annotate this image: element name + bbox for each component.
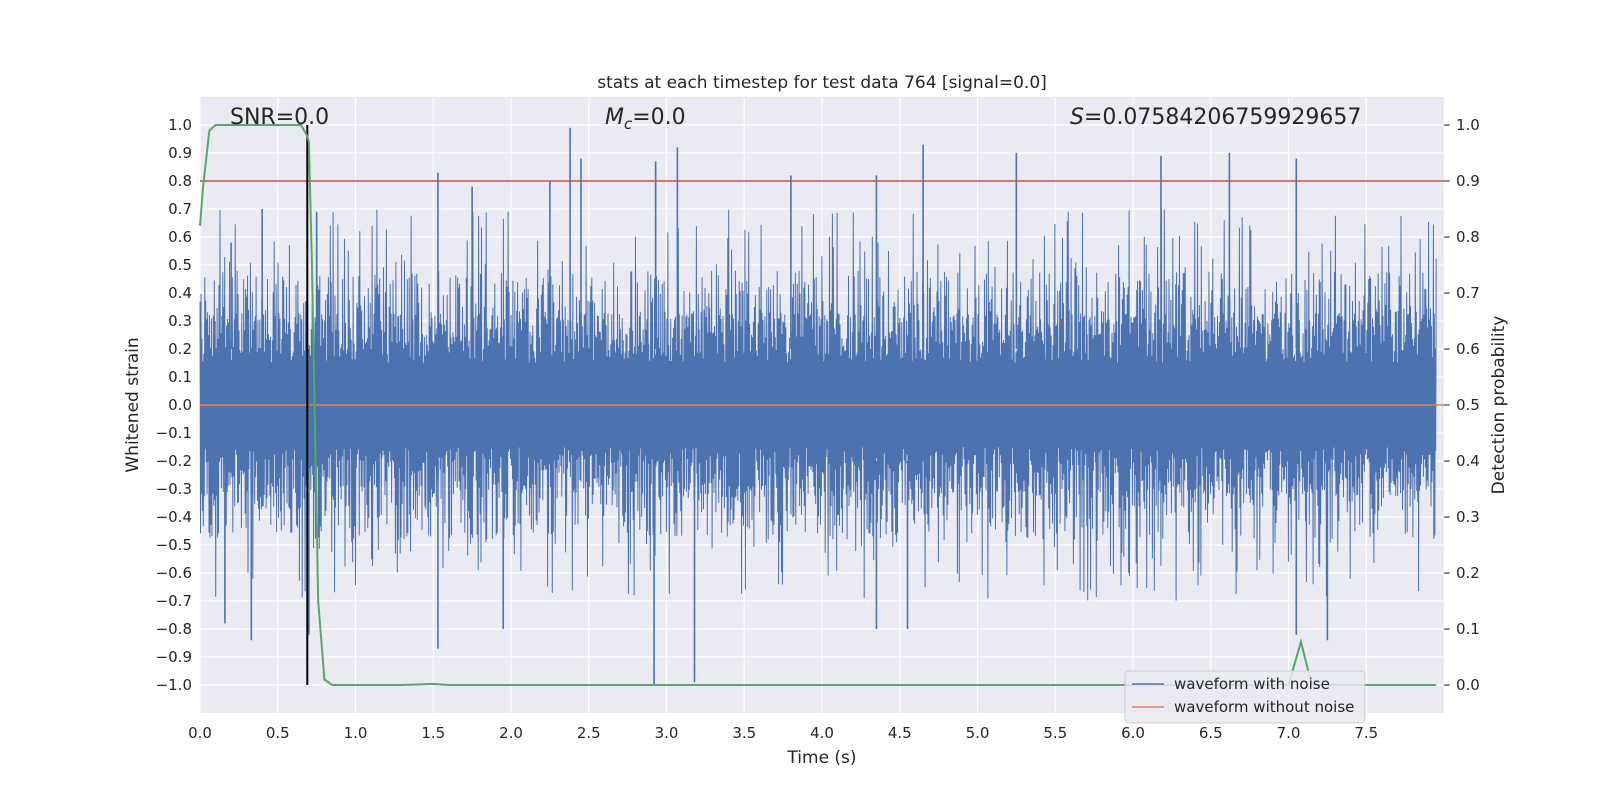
y2-tick-label: 0.1 bbox=[1456, 620, 1480, 638]
y-tick-label: 0.1 bbox=[168, 368, 192, 386]
x-tick-label: 0.5 bbox=[266, 724, 290, 742]
y2-tick-label: 0.8 bbox=[1456, 228, 1480, 246]
x-tick-label: 4.5 bbox=[888, 724, 912, 742]
legend-label-waveform-with-noise: waveform with noise bbox=[1174, 675, 1330, 693]
y2-axis-label: Detection probability bbox=[1489, 316, 1509, 495]
y2-tick-label: 1.0 bbox=[1456, 116, 1480, 134]
x-tick-label: 7.5 bbox=[1354, 724, 1378, 742]
chirp-mass-annotation: Mc=0.0 bbox=[605, 105, 686, 133]
y-tick-label: 0.8 bbox=[168, 172, 192, 190]
y2-tick-label: 0.4 bbox=[1456, 452, 1480, 470]
legend: waveform with noise waveform without noi… bbox=[1124, 670, 1366, 724]
snr-annotation: SNR=0.0 bbox=[230, 105, 329, 130]
y2-tick-label: 0.3 bbox=[1456, 508, 1480, 526]
y2-tick-label: 0.6 bbox=[1456, 340, 1480, 358]
y-tick-label: −0.3 bbox=[156, 480, 192, 498]
y-axis-label: Whitened strain bbox=[123, 337, 143, 472]
y-tick-label: −0.6 bbox=[156, 564, 192, 582]
y-tick-label: 0.5 bbox=[168, 256, 192, 274]
y-tick-label: −0.4 bbox=[156, 508, 192, 526]
x-tick-label: 3.5 bbox=[732, 724, 756, 742]
y2-tick-label: 0.5 bbox=[1456, 396, 1480, 414]
x-tick-label: 2.5 bbox=[577, 724, 601, 742]
x-tick-label: 5.5 bbox=[1043, 724, 1067, 742]
x-tick-label: 0.0 bbox=[188, 724, 212, 742]
y-tick-label: 0.4 bbox=[168, 284, 192, 302]
chirp-mass-value: =0.0 bbox=[632, 105, 685, 130]
waveform-with-noise-series bbox=[199, 127, 1437, 685]
x-tick-label: 4.0 bbox=[810, 724, 834, 742]
x-tick-label: 2.0 bbox=[499, 724, 523, 742]
y-tick-label: 0.3 bbox=[168, 312, 192, 330]
y2-tick-label: 0.0 bbox=[1456, 676, 1480, 694]
axis-ticks: 0.0 0.5 1.0 1.5 2.0 2.5 3.0 3.5 4.0 4.5 5.0 5.5 6.0 6… bbox=[156, 116, 1480, 742]
y-tick-label: 0.6 bbox=[168, 228, 192, 246]
s-annotation: S=0.07584206759929657 bbox=[1070, 105, 1361, 130]
y-tick-label: 0.2 bbox=[168, 340, 192, 358]
x-tick-label: 1.5 bbox=[421, 724, 445, 742]
chart-title: stats at each timestep for test data 764… bbox=[597, 73, 1047, 93]
y-tick-label: −0.8 bbox=[156, 620, 192, 638]
waveform-with-noise-line bbox=[199, 209, 1437, 601]
y-tick-label: 1.0 bbox=[168, 116, 192, 134]
legend-box bbox=[1124, 670, 1366, 724]
y2-tick-label: 0.7 bbox=[1456, 284, 1480, 302]
y2-tick-label: 0.2 bbox=[1456, 564, 1480, 582]
y-tick-label: 0.7 bbox=[168, 200, 192, 218]
x-axis-label: Time (s) bbox=[786, 748, 856, 768]
y-tick-label: −0.5 bbox=[156, 536, 192, 554]
x-tick-label: 3.0 bbox=[655, 724, 679, 742]
x-tick-label: 5.0 bbox=[966, 724, 990, 742]
y-tick-label: 0.9 bbox=[168, 144, 192, 162]
x-tick-label: 7.0 bbox=[1277, 724, 1301, 742]
y-tick-label: −0.2 bbox=[156, 452, 192, 470]
chirp-mass-subscript: c bbox=[624, 115, 633, 133]
y2-tick-label: 0.9 bbox=[1456, 172, 1480, 190]
y-tick-label: 0.0 bbox=[168, 396, 192, 414]
chirp-mass-symbol: M bbox=[605, 105, 624, 130]
y-tick-label: −0.9 bbox=[156, 648, 192, 666]
y-tick-label: −0.7 bbox=[156, 592, 192, 610]
y-tick-label: −0.1 bbox=[156, 424, 192, 442]
x-tick-label: 6.0 bbox=[1121, 724, 1145, 742]
x-tick-label: 1.0 bbox=[344, 724, 368, 742]
s-value: =0.07584206759929657 bbox=[1084, 105, 1361, 130]
s-symbol: S bbox=[1070, 105, 1084, 130]
x-tick-label: 6.5 bbox=[1199, 724, 1223, 742]
y-tick-label: −1.0 bbox=[156, 676, 192, 694]
legend-label-waveform-without-noise: waveform without noise bbox=[1174, 698, 1354, 716]
